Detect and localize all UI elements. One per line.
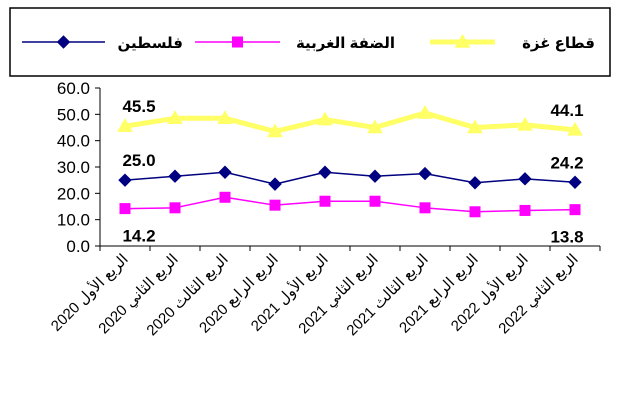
series-line [124, 196, 576, 213]
series-line [124, 110, 576, 134]
legend-entry-0: قطاع غزة [430, 33, 595, 52]
square-marker [232, 36, 243, 48]
triangle-marker [417, 105, 433, 119]
data-label: 44.1 [550, 101, 583, 120]
triangle-marker [217, 110, 233, 125]
series-1 [119, 191, 581, 218]
series-2 [118, 165, 582, 191]
data-label: 24.2 [550, 153, 583, 172]
diamond-marker [118, 173, 132, 187]
square-marker [269, 199, 281, 211]
data-label: 25.0 [122, 151, 155, 170]
triangle-marker [117, 118, 133, 132]
diamond-marker [56, 35, 71, 49]
diamond-marker [518, 172, 532, 186]
y-tick-label: 40.0 [57, 132, 90, 151]
square-marker [369, 195, 381, 207]
diamond-marker [468, 176, 482, 190]
plot-area [117, 105, 583, 218]
y-tick-label: 50.0 [57, 105, 90, 124]
data-label: 45.5 [122, 97, 155, 116]
triangle-marker [367, 119, 383, 134]
y-tick-label: 20.0 [57, 184, 90, 203]
data-label: 14.2 [122, 227, 155, 246]
legend: قطاع غزة الضفة الغربية فلسطين [9, 7, 611, 77]
diamond-marker [318, 165, 332, 179]
triangle-marker [454, 33, 471, 48]
triangle-marker [167, 110, 183, 125]
square-marker [169, 202, 181, 214]
diamond-marker [368, 169, 382, 183]
legend-label: الضفة الغربية [296, 35, 395, 52]
triangle-marker [317, 111, 333, 126]
legend-label: فلسطين [118, 35, 183, 52]
triangle-marker [517, 116, 533, 131]
y-axis: 0.0 10.0 20.0 30.0 40.0 50.0 60.0 [57, 79, 101, 256]
data-label: 13.8 [550, 228, 583, 247]
triangle-marker [267, 123, 283, 138]
y-tick-label: 60.0 [57, 79, 90, 98]
triangle-marker [467, 119, 483, 134]
diamond-marker [268, 177, 282, 191]
legend-label: قطاع غزة [522, 35, 595, 52]
diamond-marker [218, 165, 232, 179]
legend-entry-1: الضفة الغربية [195, 35, 395, 52]
square-marker [119, 203, 131, 215]
legend-box [9, 7, 611, 77]
diamond-marker [418, 166, 432, 181]
square-marker [419, 202, 431, 214]
diamond-marker [568, 175, 582, 189]
y-tick-label: 0.0 [66, 237, 90, 256]
series-0 [117, 105, 583, 138]
series-line [124, 171, 576, 185]
y-tick-label: 10.0 [57, 211, 90, 230]
legend-entry-2: فلسطين [22, 35, 183, 52]
square-marker [469, 206, 481, 218]
square-marker [569, 204, 581, 216]
diamond-marker [168, 169, 182, 183]
data-labels: 45.5 44.1 25.0 24.2 14.2 13.8 [122, 97, 583, 246]
square-marker [219, 191, 231, 203]
square-marker [519, 204, 531, 216]
square-marker [319, 195, 331, 207]
y-tick-label: 30.0 [57, 158, 90, 177]
triangle-marker [567, 121, 583, 136]
